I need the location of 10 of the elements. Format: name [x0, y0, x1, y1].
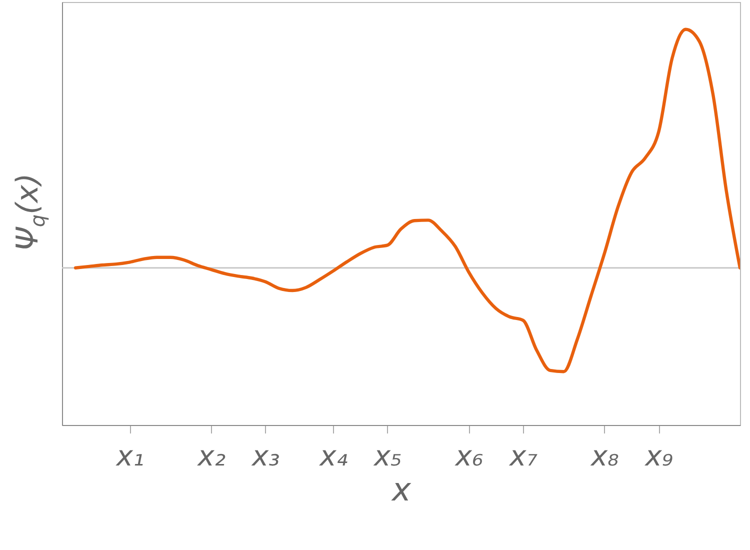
x-tick-label: x₆: [454, 440, 484, 472]
x-tick-label: x₁: [115, 440, 144, 472]
x-tick-label: x₄: [318, 440, 348, 472]
x-tick-label: x₂: [196, 440, 226, 472]
x-tick-label: x₇: [508, 440, 538, 472]
x-tick-label: x₃: [251, 440, 280, 472]
x-axis-title: x: [391, 470, 412, 508]
x-tick-label: x₈: [590, 440, 619, 472]
x-tick-label: x₉: [644, 440, 674, 472]
x-tick-label: x₅: [373, 440, 402, 472]
